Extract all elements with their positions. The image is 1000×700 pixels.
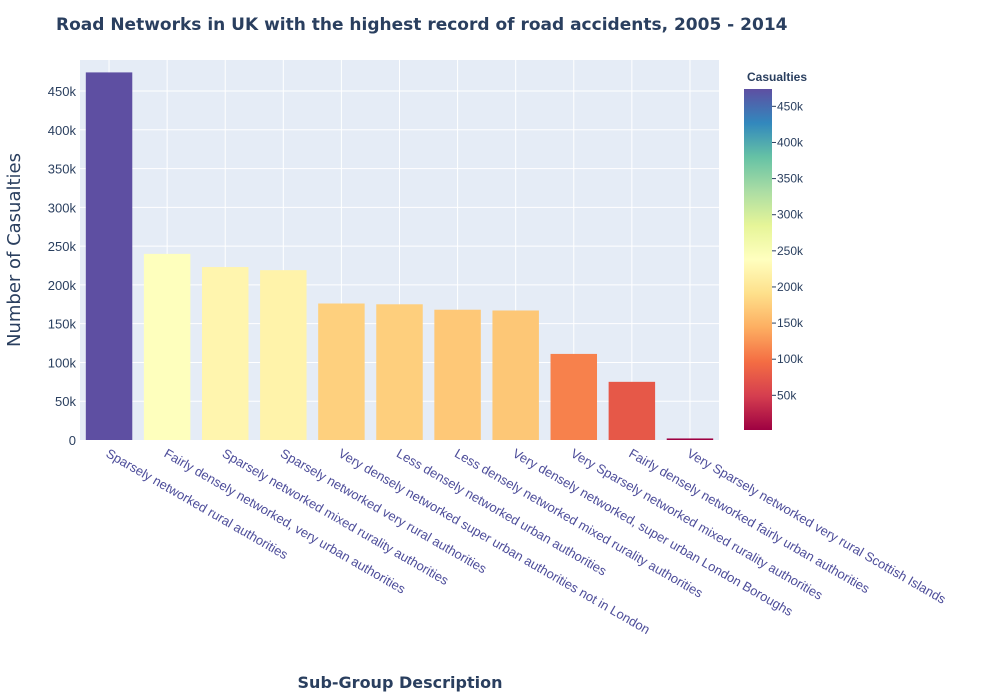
bar[interactable] <box>666 438 714 440</box>
bars <box>85 72 714 440</box>
colorbar-tick-label: 200k <box>777 280 804 294</box>
y-axis-ticks: 0 50k 100k 150k 200k 250k 300k 350k 400k 450k <box>48 84 77 448</box>
colorbar-ticks: 50k 100k 150k 200k 250k 300k 350k 400k 450k <box>772 99 804 402</box>
x-axis-ticks: Sparsely networked rural authoritiesFair… <box>104 446 949 637</box>
x-tick-label: Less densely networked urban authorities <box>394 446 610 579</box>
bar[interactable] <box>260 270 307 440</box>
colorbar-tick-label: 100k <box>777 352 804 366</box>
bar[interactable] <box>608 381 656 440</box>
colorbar-tick-label: 250k <box>777 244 804 258</box>
y-tick-label: 300k <box>48 200 77 215</box>
y-tick-label: 150k <box>48 317 77 332</box>
bar[interactable] <box>550 353 598 440</box>
colorbar-tick-label: 150k <box>777 316 804 330</box>
x-gridlines <box>108 60 691 440</box>
bar[interactable] <box>376 304 423 440</box>
y-axis-title: Number of Casualties <box>4 153 25 347</box>
x-tick-label: Very Sparsely networked very rural Scott… <box>684 446 948 607</box>
chart-title: Road Networks in UK with the highest rec… <box>56 15 788 35</box>
bar[interactable] <box>85 72 133 440</box>
bar[interactable] <box>318 303 365 440</box>
bar[interactable] <box>492 310 539 440</box>
colorbar: Casualties 50k 100k 150k 200k 250k 300k 350k 40… <box>744 70 807 430</box>
y-tick-label: 350k <box>48 162 77 177</box>
bar[interactable] <box>201 267 249 440</box>
x-axis-title: Sub-Group Description <box>298 673 503 692</box>
y-tick-label: 0 <box>69 433 76 448</box>
colorbar-tick-label: 400k <box>777 135 804 149</box>
y-tick-label: 200k <box>48 278 77 293</box>
colorbar-gradient <box>744 89 772 430</box>
colorbar-tick-label: 300k <box>777 208 804 222</box>
colorbar-tick-label: 450k <box>777 99 804 113</box>
colorbar-title: Casualties <box>747 70 807 84</box>
y-tick-label: 400k <box>48 123 77 138</box>
x-tick-label: Very Sparsely networked mixed rurality a… <box>568 446 826 603</box>
y-tick-label: 100k <box>48 355 77 370</box>
bar[interactable] <box>143 253 191 440</box>
y-tick-label: 250k <box>48 239 77 254</box>
y-tick-label: 50k <box>55 394 76 409</box>
bar[interactable] <box>434 309 481 440</box>
y-tick-label: 450k <box>48 84 77 99</box>
colorbar-tick-label: 350k <box>777 172 804 186</box>
colorbar-tick-label: 50k <box>777 388 797 402</box>
